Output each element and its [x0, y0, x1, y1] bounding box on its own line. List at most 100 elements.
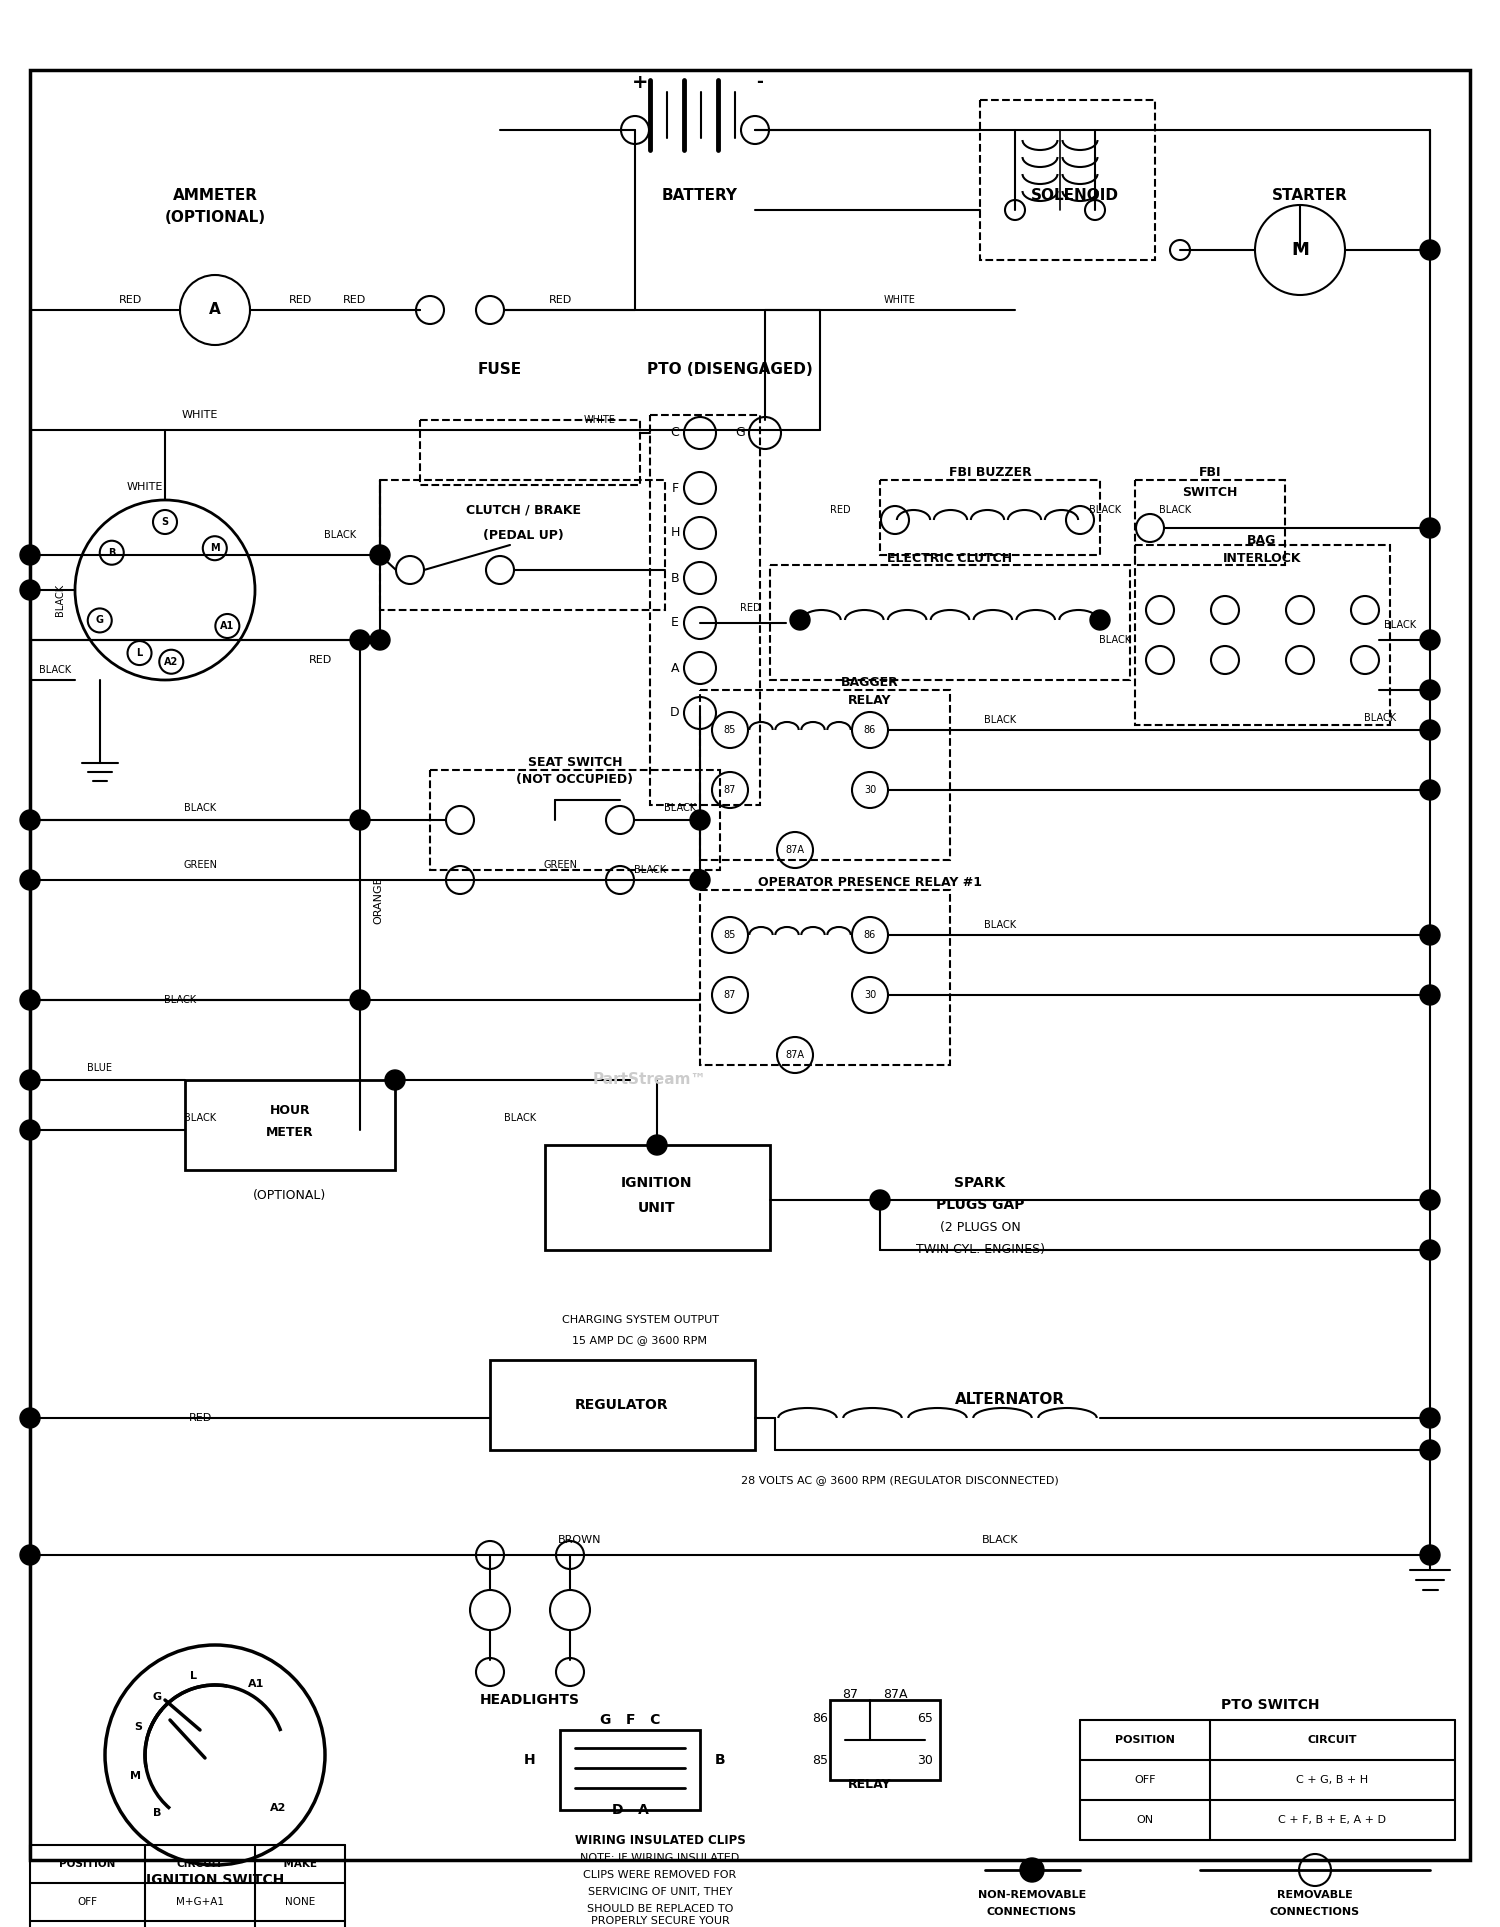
Text: BAGGER: BAGGER: [842, 676, 898, 690]
Circle shape: [690, 809, 709, 831]
Text: L: L: [136, 647, 142, 657]
Text: CONNECTIONS: CONNECTIONS: [1270, 1908, 1360, 1917]
Text: M: M: [210, 543, 219, 553]
Text: G: G: [96, 615, 104, 626]
Text: SHOULD BE REPLACED TO: SHOULD BE REPLACED TO: [586, 1904, 734, 1914]
Text: 85: 85: [812, 1754, 828, 1767]
Circle shape: [370, 630, 390, 649]
Text: WIRING INSULATED CLIPS: WIRING INSULATED CLIPS: [574, 1833, 746, 1846]
Bar: [1136, 545, 1390, 725]
Circle shape: [386, 1069, 405, 1091]
Circle shape: [20, 809, 40, 831]
Text: SWITCH: SWITCH: [1182, 486, 1238, 499]
Text: H: H: [670, 526, 680, 540]
Circle shape: [20, 1545, 40, 1565]
Text: SPARK: SPARK: [954, 1175, 1005, 1191]
Text: (PEDAL UP): (PEDAL UP): [483, 528, 564, 541]
Text: BLACK: BLACK: [56, 584, 64, 617]
Text: BLACK: BLACK: [39, 665, 70, 674]
Text: 86: 86: [864, 931, 876, 940]
Circle shape: [1420, 1239, 1440, 1260]
Circle shape: [790, 611, 810, 630]
Text: L: L: [190, 1671, 198, 1680]
Circle shape: [870, 1191, 889, 1210]
Text: FUSE: FUSE: [478, 362, 522, 378]
Circle shape: [1420, 925, 1440, 944]
Text: NOTE: IF WIRING INSULATED: NOTE: IF WIRING INSULATED: [580, 1854, 740, 1863]
Text: 30: 30: [864, 990, 876, 1000]
Circle shape: [1420, 780, 1440, 800]
Circle shape: [350, 809, 370, 831]
Text: NON-REMOVABLE: NON-REMOVABLE: [978, 1890, 1086, 1900]
Text: WHITE: WHITE: [128, 482, 164, 491]
Text: "MAKE": "MAKE": [278, 1860, 322, 1869]
Text: SERVICING OF UNIT, THEY: SERVICING OF UNIT, THEY: [588, 1887, 732, 1896]
Text: G   F   C: G F C: [600, 1713, 660, 1727]
Circle shape: [20, 1409, 40, 1428]
Text: BLACK: BLACK: [164, 994, 196, 1006]
Text: 28 VOLTS AC @ 3600 RPM (REGULATOR DISCONNECTED): 28 VOLTS AC @ 3600 RPM (REGULATOR DISCON…: [741, 1474, 1059, 1486]
Text: BLACK: BLACK: [184, 1114, 216, 1123]
Text: BLACK: BLACK: [984, 715, 1016, 725]
Text: 85: 85: [724, 725, 736, 734]
Text: STARTER: STARTER: [1272, 187, 1348, 202]
Text: ON: ON: [1137, 1815, 1154, 1825]
Text: RED: RED: [549, 295, 572, 304]
Text: BLACK: BLACK: [1364, 713, 1396, 723]
Bar: [650, 414, 760, 805]
Text: GREEN: GREEN: [543, 859, 578, 869]
Text: FBI: FBI: [1198, 466, 1221, 478]
Text: RED: RED: [309, 655, 332, 665]
Circle shape: [20, 580, 40, 599]
Text: F: F: [672, 482, 678, 495]
Circle shape: [1420, 1439, 1440, 1461]
Bar: [184, 1079, 394, 1170]
Circle shape: [1420, 680, 1440, 700]
Text: WHITE: WHITE: [182, 410, 218, 420]
Text: 86: 86: [864, 725, 876, 734]
Text: CIRCUIT: CIRCUIT: [1308, 1734, 1358, 1746]
Text: M: M: [130, 1771, 141, 1781]
Bar: [560, 1730, 700, 1809]
Text: BLACK: BLACK: [634, 865, 666, 875]
Circle shape: [1420, 721, 1440, 740]
Circle shape: [1090, 611, 1110, 630]
Text: M: M: [1292, 241, 1310, 258]
Text: WHITE: WHITE: [584, 414, 616, 426]
Circle shape: [1420, 1409, 1440, 1428]
Text: REMOVABLE: REMOVABLE: [1276, 1890, 1353, 1900]
Bar: [980, 100, 1155, 260]
Text: BLACK: BLACK: [1160, 505, 1191, 515]
Text: POSITION: POSITION: [60, 1860, 116, 1869]
Circle shape: [646, 1135, 668, 1154]
Text: HEADLIGHTS: HEADLIGHTS: [480, 1694, 580, 1707]
Text: WHITE: WHITE: [884, 295, 916, 304]
Text: REGULATOR: REGULATOR: [574, 1397, 669, 1412]
Text: PTO SWITCH: PTO SWITCH: [1221, 1698, 1320, 1711]
Text: BLACK: BLACK: [324, 530, 356, 540]
Circle shape: [20, 545, 40, 565]
Text: BLUE: BLUE: [87, 1064, 112, 1073]
Text: CHARGING SYSTEM OUTPUT: CHARGING SYSTEM OUTPUT: [561, 1314, 718, 1326]
Bar: [700, 890, 950, 1066]
Text: (OPTIONAL): (OPTIONAL): [165, 210, 266, 225]
Text: TWIN CYL. ENGINES): TWIN CYL. ENGINES): [915, 1243, 1044, 1256]
Text: BLACK: BLACK: [1384, 620, 1416, 630]
Bar: [420, 420, 640, 486]
Circle shape: [1420, 1191, 1440, 1210]
Text: BLACK: BLACK: [1089, 505, 1120, 515]
Text: PartStream™: PartStream™: [592, 1073, 706, 1087]
Bar: [1136, 480, 1286, 565]
Text: BLACK: BLACK: [664, 804, 696, 813]
Text: 65: 65: [916, 1711, 933, 1725]
Circle shape: [350, 630, 370, 649]
Text: ORANGE: ORANGE: [374, 877, 382, 923]
Text: IGNITION: IGNITION: [621, 1175, 693, 1191]
Text: 87A: 87A: [786, 1050, 804, 1060]
Circle shape: [1420, 630, 1440, 649]
Text: M+G+A1: M+G+A1: [176, 1896, 223, 1908]
Text: -: -: [756, 73, 764, 91]
Text: BROWN: BROWN: [558, 1536, 602, 1545]
Text: C + G, B + H: C + G, B + H: [1296, 1775, 1368, 1784]
Text: B: B: [153, 1808, 160, 1817]
